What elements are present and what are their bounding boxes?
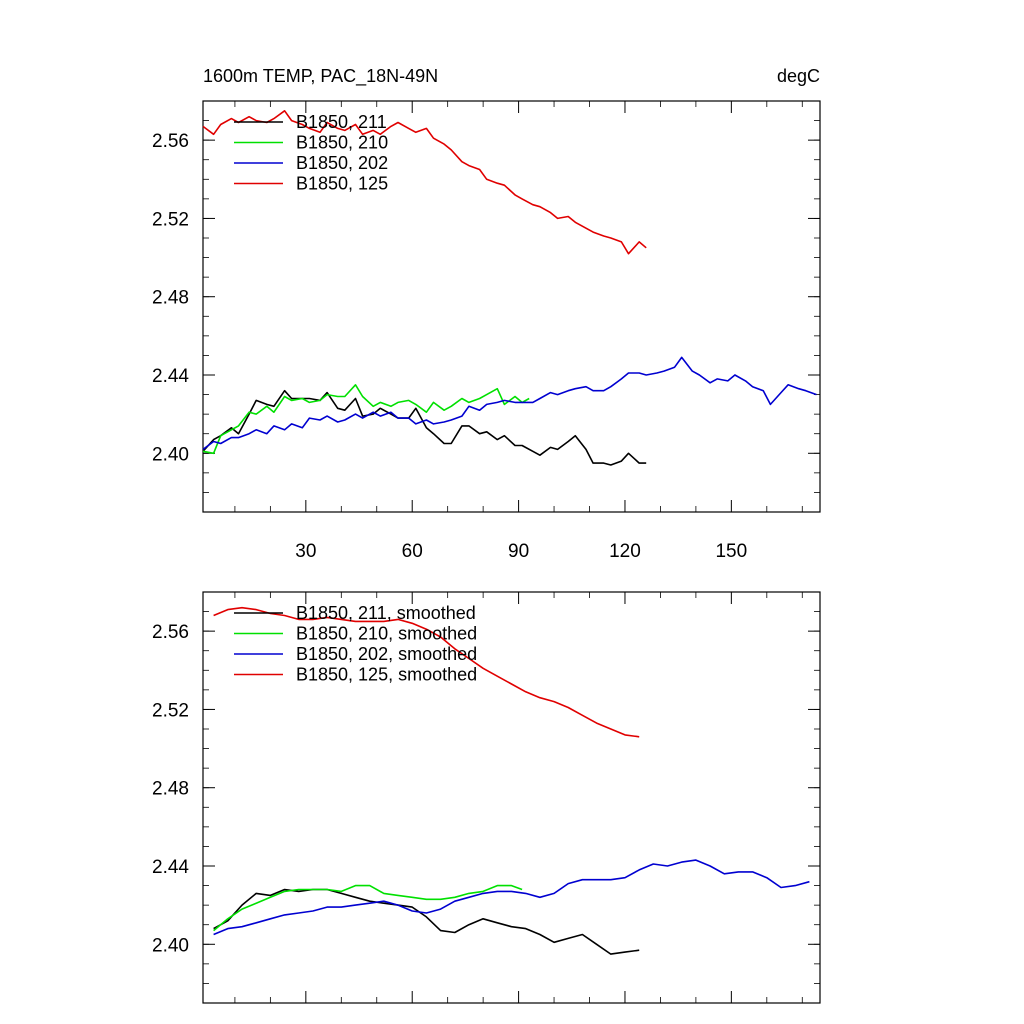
panel1-series-line-run125 xyxy=(202,110,647,255)
plot-title-left: 1600m TEMP, PAC_18N-49N xyxy=(203,66,438,87)
panel1-series-line-run202 xyxy=(202,356,817,451)
panel2-legend-label: B1850, 202, smoothed xyxy=(296,644,477,664)
plot-unit-label: degC xyxy=(777,66,820,86)
panel2-legend-label: B1850, 211, smoothed xyxy=(296,603,476,623)
panel1-series-line-run211 xyxy=(202,389,647,466)
panel2-series-line-run202 xyxy=(213,859,810,936)
panel1-legend-label: B1850, 125 xyxy=(296,174,388,194)
panel2-series-line-run210 xyxy=(213,884,523,932)
panel2-ytick-label: 2.52 xyxy=(152,700,189,721)
panel1-legend-label: B1850, 211 xyxy=(296,112,387,132)
panel2-series-line-run125 xyxy=(213,606,640,738)
panel2-ytick-label: 2.48 xyxy=(152,779,189,800)
panel1-legend-label: B1850, 210 xyxy=(296,133,388,153)
panel1-ytick-label: 2.52 xyxy=(152,209,189,230)
panel1-series-line-run210 xyxy=(202,383,530,455)
panel1-xtick-label: 120 xyxy=(609,541,641,562)
panel1-xtick-label: 150 xyxy=(715,541,747,562)
panel1-xtick-label: 90 xyxy=(508,541,529,562)
panel2-ytick-label: 2.56 xyxy=(152,622,189,643)
panel1-ytick-label: 2.56 xyxy=(152,131,189,152)
panel2-ytick-label: 2.40 xyxy=(152,935,189,956)
panel1-frame xyxy=(202,100,821,513)
panel1-ytick-label: 2.44 xyxy=(152,366,189,387)
panel2-legend-label: B1850, 125, smoothed xyxy=(296,665,477,685)
panel1-xtick-label: 30 xyxy=(295,541,316,562)
panel2-ytick-label: 2.44 xyxy=(152,857,189,878)
panel1-ytick-label: 2.48 xyxy=(152,288,189,309)
panel2-series-line-run211 xyxy=(213,888,640,955)
panel2-frame xyxy=(202,591,821,1004)
panel1-xtick-label: 60 xyxy=(402,541,423,562)
panel2-legend-label: B1850, 210, smoothed xyxy=(296,624,477,644)
panel1-ytick-label: 2.40 xyxy=(152,444,189,465)
panel1-legend-label: B1850, 202 xyxy=(296,153,388,173)
